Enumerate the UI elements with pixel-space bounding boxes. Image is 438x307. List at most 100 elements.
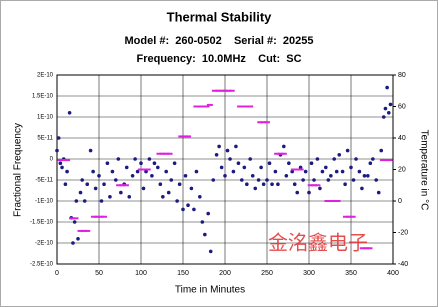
temperature-point [240,105,247,108]
temperature-point [166,152,173,155]
frequency-point [366,174,370,178]
frequency-point [56,136,61,140]
frequency-point [388,102,393,107]
frequency-point [214,153,219,157]
frequency-point [301,178,305,182]
temperature-point [84,229,91,232]
frequency-point [181,207,185,212]
frequency-point [315,157,320,161]
temperature-point [156,152,163,155]
y2-tick-label: 60 [398,103,406,110]
temperature-point [280,152,287,155]
temperature-point [257,121,264,124]
x-axis-label: Time in Minutes [175,285,245,296]
frequency-point [110,169,115,174]
temperature-point [218,89,225,92]
temperature-point [222,89,228,92]
x-tick-label: 300 [303,270,315,277]
y2-tick-label: -40 [398,261,408,268]
frequency-point [360,186,364,191]
frequency-point [345,148,350,153]
temperature-point [94,215,101,218]
frequency-point [80,178,84,182]
frequency-point [161,195,165,199]
frequency-point [99,199,104,203]
y2-tick-label: 20 [398,166,406,173]
temperature-point [185,135,192,138]
y-tick-label: -2E-10 [35,241,54,247]
temperature-point [196,105,203,108]
frequency-point [265,178,269,182]
frequency-point [85,182,90,186]
frequency-point [200,220,205,224]
frequency-point [144,169,148,174]
y-tick-label: 0 [50,157,54,163]
frequency-point [130,174,135,178]
y-tick-label: -1.5E-10 [30,220,54,226]
temperature-point [260,121,267,124]
temperature-point [363,247,370,250]
plot-area [56,74,394,265]
temperature-point [80,229,87,232]
temperature-point [206,103,213,106]
frequency-point [261,182,266,186]
frequency-point [116,157,121,161]
frequency-point [63,182,68,186]
frequency-point [276,182,280,186]
frequency-point [223,174,227,178]
frequency-point [65,169,69,174]
temperature-point [324,200,331,202]
temperature-point [141,168,148,171]
frequency-point [267,161,272,165]
temperature-point [243,105,250,108]
temperature-point [60,159,67,162]
temperature-point [181,135,188,138]
temperature-point [331,200,338,202]
frequency-point [381,115,386,119]
frequency-point [242,165,247,170]
frequency-point [385,85,389,90]
frequency-point [256,178,261,182]
frequency-point [169,178,174,182]
y-axis-label: Fractional Frequency [13,123,24,217]
temperature-point [297,168,304,171]
temperature-point [247,105,254,108]
temperature-point [72,217,79,220]
frequency-point [172,161,177,165]
frequency-point [217,144,221,149]
frequency-point [320,169,325,174]
temperature-point [159,152,166,155]
frequency-point [284,174,289,178]
frequency-point [290,169,295,174]
frequency-point [158,182,163,186]
frequency-point [326,178,331,182]
frequency-point [324,165,328,170]
frequency-point [135,169,140,174]
temperature-point [163,152,170,155]
temperature-point [193,105,200,108]
frequency-point [72,220,77,224]
temperature-point [178,135,185,138]
frequency-point [340,169,345,174]
frequency-point [318,186,322,191]
x-tick-label: 200 [219,270,231,277]
frequency-point [97,174,101,178]
frequency-point [245,182,249,186]
frequency-point [127,195,132,199]
watermark: 金洺鑫电子 [268,231,368,254]
frequency-point [292,182,297,186]
frequency-point [219,165,224,170]
temperature-point [237,105,244,108]
temperature-point [203,105,210,108]
frequency-point [82,199,87,203]
temperature-point [314,184,321,187]
temperature-point [144,168,151,171]
y-tick-label: -5E-11 [35,178,53,184]
frequency-point [119,190,123,195]
temperature-point [119,184,126,187]
frequency-point [303,169,308,174]
frequency-point [332,157,337,161]
frequency-point [362,174,367,178]
frequency-point [312,178,316,182]
y-tick-label: 2E-10 [37,73,54,79]
